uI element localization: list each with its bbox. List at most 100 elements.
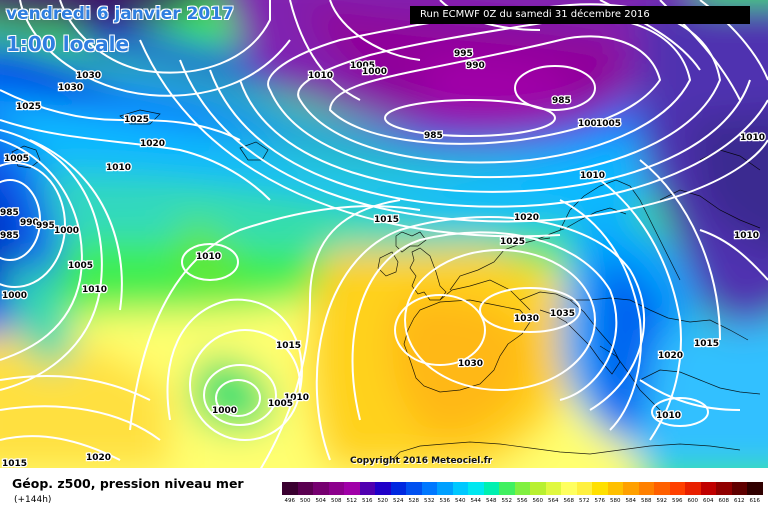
scale-swatch xyxy=(452,482,468,495)
legend-panel: Géop. z500, pression niveau mer (+144h) … xyxy=(0,468,768,512)
scale-swatch xyxy=(297,482,313,495)
isobar-label: 1030 xyxy=(458,359,483,369)
scale-swatch xyxy=(576,482,592,495)
isobar-label: 1015 xyxy=(2,459,27,468)
scale-swatch xyxy=(700,482,716,495)
scale-label: 600 xyxy=(687,498,699,504)
scale-label: 580 xyxy=(610,498,621,504)
isobar-label: 1010 xyxy=(580,171,605,181)
scale-swatch xyxy=(375,482,391,495)
forecast-time: 1:00 locale xyxy=(6,32,130,56)
isobar-label: 1005 xyxy=(578,119,603,129)
legend-subtitle: (+144h) xyxy=(14,495,52,505)
scale-swatch xyxy=(406,482,422,495)
scale-swatch xyxy=(623,482,639,495)
scale-label: 500 xyxy=(300,498,311,504)
isobars xyxy=(0,0,768,468)
scale-swatch xyxy=(282,482,298,495)
scale-swatch xyxy=(483,482,499,495)
isobar-label: 1000 xyxy=(54,226,79,236)
isobar-label: 1000 xyxy=(362,67,387,77)
scale-label: 528 xyxy=(408,498,420,504)
isobar-label: 1005 xyxy=(4,154,29,164)
isobar-label: 1005 xyxy=(596,119,621,129)
isobar-label: 1030 xyxy=(514,314,539,324)
scale-swatch xyxy=(561,482,577,495)
isobar-label: 1010 xyxy=(656,411,681,421)
isobar-label: 1030 xyxy=(76,71,101,81)
weather-map: 1030 1030 1025 1025 1020 1010 1005 985 9… xyxy=(0,0,768,468)
color-scale-labels: 496 500 504 508 512 516 520 524 528 532 536 540 544 5… xyxy=(282,498,763,504)
scale-label: 532 xyxy=(424,498,435,504)
isobar-label: 1010 xyxy=(82,285,107,295)
isobar-label: 990 xyxy=(20,218,39,228)
scale-swatch xyxy=(592,482,608,495)
isobar-label: 1015 xyxy=(374,215,399,225)
isobar-label: 1010 xyxy=(284,393,309,403)
scale-label: 536 xyxy=(439,498,451,504)
isobar-label: 985 xyxy=(424,131,443,141)
scale-label: 612 xyxy=(734,498,745,504)
scale-label: 552 xyxy=(501,498,513,504)
scale-swatch xyxy=(731,482,747,495)
scale-label: 524 xyxy=(393,498,404,504)
scale-swatch xyxy=(716,482,732,495)
scale-swatch xyxy=(607,482,623,495)
scale-swatch xyxy=(344,482,360,495)
isobar-label: 985 xyxy=(0,208,19,218)
scale-label: 544 xyxy=(470,498,482,504)
coastlines xyxy=(11,109,761,467)
isobar-label: 1000 xyxy=(212,406,237,416)
scale-swatch xyxy=(530,482,546,495)
isobar-label: 1020 xyxy=(514,213,539,223)
isobar-label: 1005 xyxy=(350,61,375,71)
scale-swatch xyxy=(685,482,701,495)
isobar-label: 990 xyxy=(466,61,485,71)
legend-title: Géop. z500, pression niveau mer xyxy=(12,476,244,491)
scale-label: 548 xyxy=(486,498,497,504)
isobar-label: 995 xyxy=(454,49,473,59)
scale-swatch xyxy=(669,482,685,495)
scale-label: 496 xyxy=(284,498,296,504)
forecast-date: vendredi 6 janvier 2017 xyxy=(6,4,234,24)
run-info: Run ECMWF 0Z du samedi 31 décembre 2016 xyxy=(410,6,750,24)
scale-label: 592 xyxy=(656,498,668,504)
scale-swatch xyxy=(359,482,375,495)
isobar-label: 1010 xyxy=(740,133,765,143)
scale-swatch xyxy=(390,482,406,495)
scale-swatch xyxy=(747,482,763,495)
isobar-label: 1005 xyxy=(268,399,293,409)
scale-label: 508 xyxy=(331,498,342,504)
scale-swatch xyxy=(654,482,670,495)
isobar-label: 1005 xyxy=(68,261,93,271)
isobar-label: 1035 xyxy=(550,309,575,319)
scale-swatch xyxy=(421,482,437,495)
isobar-label: 1025 xyxy=(124,115,149,125)
scale-label: 576 xyxy=(594,498,606,504)
isobar-label: 995 xyxy=(36,221,55,231)
scale-label: 556 xyxy=(517,498,528,504)
scale-swatch xyxy=(313,482,329,495)
map-canvas: 1030 1030 1025 1025 1020 1010 1005 985 9… xyxy=(0,0,768,468)
scale-label: 608 xyxy=(718,498,730,504)
scale-label: 512 xyxy=(346,498,358,504)
scale-label: 516 xyxy=(362,498,373,504)
isobar-label: 1025 xyxy=(16,102,41,112)
scale-label: 540 xyxy=(455,498,466,504)
isobar-label: 1010 xyxy=(308,71,333,81)
scale-label: 604 xyxy=(703,498,714,504)
scale-label: 560 xyxy=(532,498,544,504)
scale-swatch xyxy=(514,482,530,495)
isobar-label: 1010 xyxy=(106,163,131,173)
scale-swatch xyxy=(437,482,453,495)
isobar-label: 1015 xyxy=(694,339,719,349)
isobar-label: 1020 xyxy=(140,139,165,149)
isobar-label: 1010 xyxy=(734,231,759,241)
scale-label: 568 xyxy=(563,498,575,504)
scale-label: 572 xyxy=(579,498,590,504)
scale-label: 520 xyxy=(377,498,389,504)
isobar-label: 1015 xyxy=(276,341,301,351)
scale-label: 504 xyxy=(315,498,327,504)
scale-label: 596 xyxy=(672,498,683,504)
isobar-label: 1020 xyxy=(658,351,683,361)
